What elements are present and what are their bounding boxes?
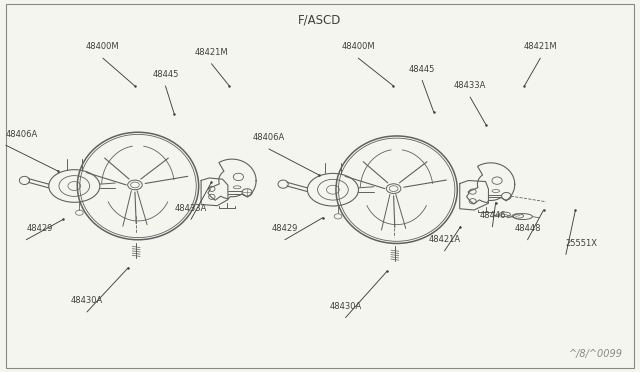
Text: 48448: 48448 (515, 224, 541, 233)
Text: 48400M: 48400M (342, 42, 375, 51)
Text: 48406A: 48406A (6, 129, 38, 138)
Text: 48445: 48445 (152, 70, 179, 79)
Text: 48406A: 48406A (253, 133, 285, 142)
Text: 48421A: 48421A (428, 235, 461, 244)
Text: F/ASCD: F/ASCD (298, 14, 342, 27)
Text: 48433A: 48433A (175, 204, 207, 213)
Text: 48429: 48429 (26, 224, 52, 233)
Text: 48430A: 48430A (330, 302, 362, 311)
Text: 48446: 48446 (479, 211, 506, 220)
Text: 25551X: 25551X (566, 239, 598, 248)
Text: 48421M: 48421M (195, 48, 228, 57)
Text: ^/8/^0099: ^/8/^0099 (570, 349, 623, 359)
Text: 48430A: 48430A (71, 296, 103, 305)
Text: 48421M: 48421M (524, 42, 557, 51)
Text: 48429: 48429 (272, 224, 298, 233)
Text: 48445: 48445 (409, 65, 435, 74)
Text: 48400M: 48400M (86, 42, 120, 51)
Text: 48433A: 48433A (454, 81, 486, 90)
